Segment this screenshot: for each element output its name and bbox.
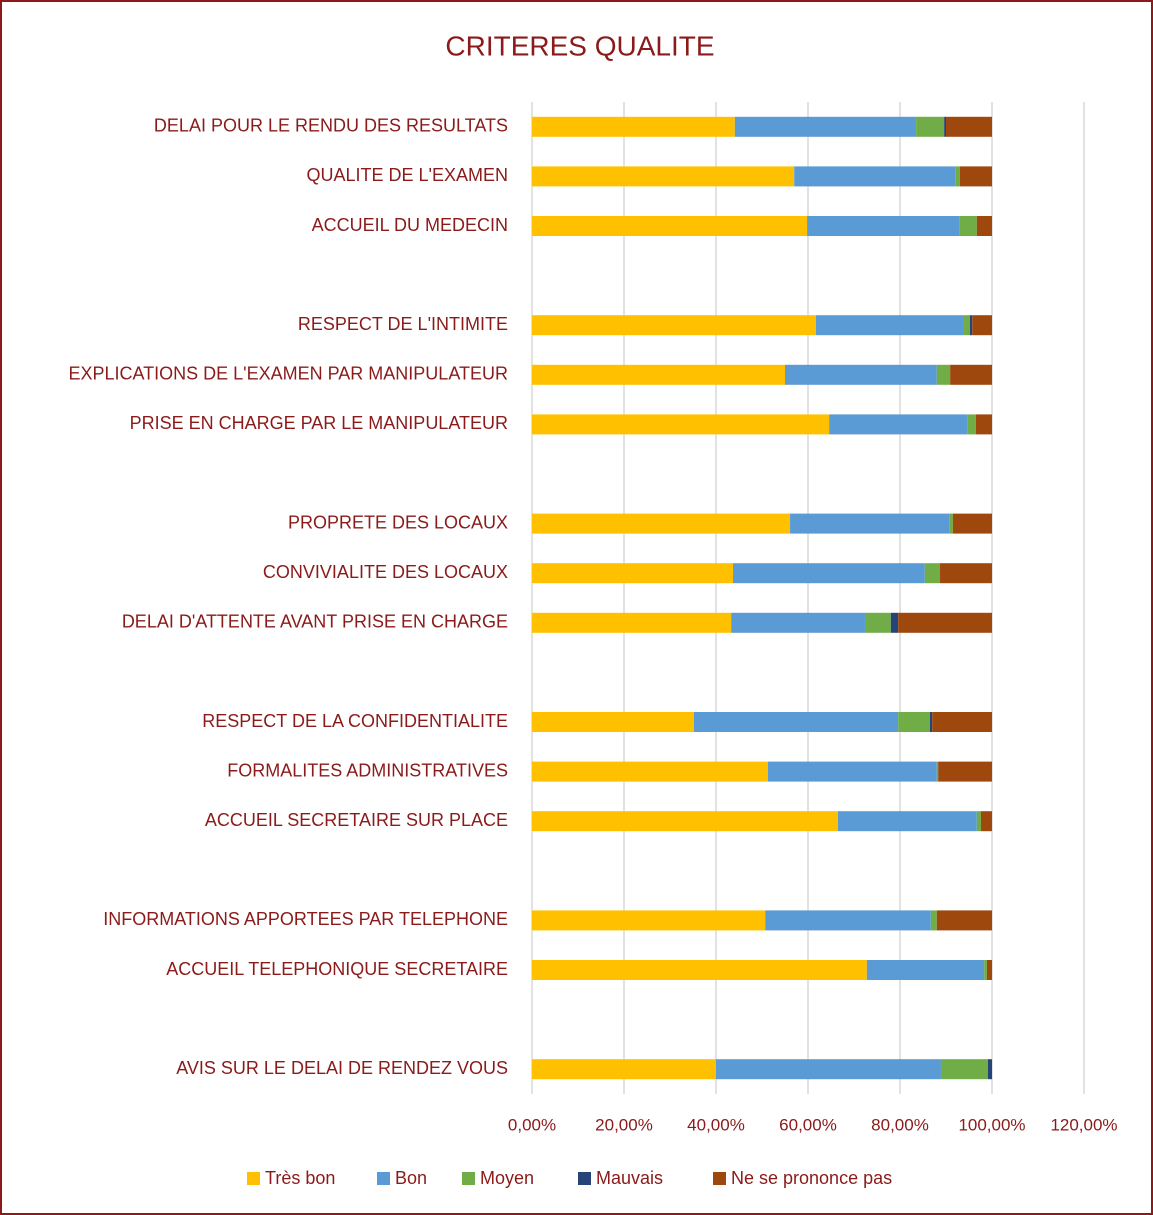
bar-segment <box>532 960 867 980</box>
bar-segment <box>866 960 985 980</box>
bar-segment <box>936 761 939 782</box>
bar-segment <box>929 712 933 732</box>
bar-segment <box>767 761 937 782</box>
x-tick-label: 40,00% <box>687 1115 745 1134</box>
bar-segment <box>807 216 960 236</box>
bar-segment <box>940 563 992 584</box>
bar-segment <box>975 414 992 435</box>
bar-segment <box>980 811 992 832</box>
bar-segment <box>949 513 953 534</box>
bar-segment <box>693 712 899 732</box>
legend-swatch <box>462 1172 475 1185</box>
bar-segment <box>731 612 866 633</box>
bar-segment <box>532 414 830 435</box>
bar-segment <box>955 166 960 187</box>
bar-segment <box>967 414 976 435</box>
bar-segment <box>984 960 987 980</box>
bar-segment <box>532 166 795 187</box>
legend-swatch <box>713 1172 726 1185</box>
bar-segment <box>532 712 694 732</box>
y-tick-label: ACCUEIL SECRETAIRE SUR PLACE <box>205 810 508 830</box>
bar-segment <box>829 414 968 435</box>
bar-segment <box>532 513 791 534</box>
legend-label: Ne se prononce pas <box>731 1168 892 1188</box>
bar-segment <box>959 166 992 187</box>
bar-segment <box>794 166 956 187</box>
y-tick-label: CONVIVIALITE DES LOCAUX <box>263 562 508 582</box>
y-tick-label: DELAI D'ATTENTE AVANT PRISE EN CHARGE <box>122 612 508 632</box>
bar-segment <box>969 315 973 336</box>
y-tick-label: RESPECT DE LA CONFIDENTIALITE <box>202 711 508 731</box>
bar-segment <box>936 910 992 931</box>
bar-segment <box>785 364 937 385</box>
bar-segment <box>716 1059 941 1080</box>
y-tick-label: QUALITE DE L'EXAMEN <box>307 165 509 185</box>
bar-segment <box>815 315 964 336</box>
bar-segment <box>924 563 941 584</box>
y-tick-label: PRISE EN CHARGE PAR LE MANIPULATEUR <box>130 413 508 433</box>
legend-swatch <box>377 1172 390 1185</box>
bar-segment <box>952 513 992 534</box>
bar-segment <box>972 315 992 336</box>
bar-segment <box>976 811 981 832</box>
bar-segment <box>916 116 945 137</box>
legend-label: Bon <box>395 1168 427 1188</box>
bar-segment <box>959 216 977 236</box>
x-tick-label: 20,00% <box>595 1115 653 1134</box>
bar-segment <box>532 1059 716 1080</box>
x-tick-label: 80,00% <box>871 1115 929 1134</box>
bar-segment <box>940 1059 988 1080</box>
bar-segment <box>950 364 992 385</box>
bar-segment <box>532 612 732 633</box>
bar-segment <box>890 612 899 633</box>
bar-segment <box>790 513 950 534</box>
legend-label: Mauvais <box>596 1168 663 1188</box>
y-tick-label: AVIS SUR LE DELAI DE RENDEZ VOUS <box>176 1058 508 1078</box>
chart-title: CRITERES QUALITE <box>445 30 714 61</box>
bar-segment <box>532 910 766 931</box>
x-tick-label: 120,00% <box>1050 1115 1117 1134</box>
bar-segment <box>944 116 946 137</box>
bar-segment <box>936 364 951 385</box>
bar-segment <box>986 960 992 980</box>
bar-segment <box>932 712 992 732</box>
bar-segment <box>898 612 992 633</box>
bar-segment <box>532 761 768 782</box>
bar-segment <box>532 315 816 336</box>
bar-segment <box>865 612 891 633</box>
bar-segment <box>532 116 735 137</box>
legend-label: Très bon <box>265 1168 335 1188</box>
bar-segment <box>532 364 785 385</box>
y-tick-label: INFORMATIONS APPORTEES PAR TELEPHONE <box>103 909 508 929</box>
y-tick-label: PROPRETE DES LOCAUX <box>288 512 508 532</box>
legend-label: Moyen <box>480 1168 534 1188</box>
bar-segment <box>733 563 925 584</box>
y-tick-label: FORMALITES ADMINISTRATIVES <box>227 760 508 780</box>
y-tick-label: RESPECT DE L'INTIMITE <box>298 314 508 334</box>
bar-segment <box>946 116 992 137</box>
bar-segment <box>532 216 808 236</box>
y-tick-label: ACCUEIL DU MEDECIN <box>312 215 508 235</box>
bar-segment <box>532 811 838 832</box>
legend-swatch <box>578 1172 591 1185</box>
bar-segment <box>976 216 992 236</box>
bar-segment <box>532 563 734 584</box>
bar-segment <box>930 910 937 931</box>
x-tick-label: 0,00% <box>508 1115 556 1134</box>
x-tick-label: 100,00% <box>958 1115 1025 1134</box>
bar-segment <box>765 910 931 931</box>
legend-swatch <box>247 1172 260 1185</box>
bar-segment <box>734 116 917 137</box>
bar-segment <box>963 315 970 336</box>
bar-segment <box>938 761 992 782</box>
bar-segment <box>837 811 977 832</box>
y-tick-label: ACCUEIL TELEPHONIQUE SECRETAIRE <box>166 959 508 979</box>
bar-segment <box>987 1059 992 1080</box>
y-tick-label: EXPLICATIONS DE L'EXAMEN PAR MANIPULATEU… <box>68 364 508 384</box>
bar-segment <box>898 712 930 732</box>
y-tick-label: DELAI POUR LE RENDU DES RESULTATS <box>154 116 508 136</box>
x-tick-label: 60,00% <box>779 1115 837 1134</box>
